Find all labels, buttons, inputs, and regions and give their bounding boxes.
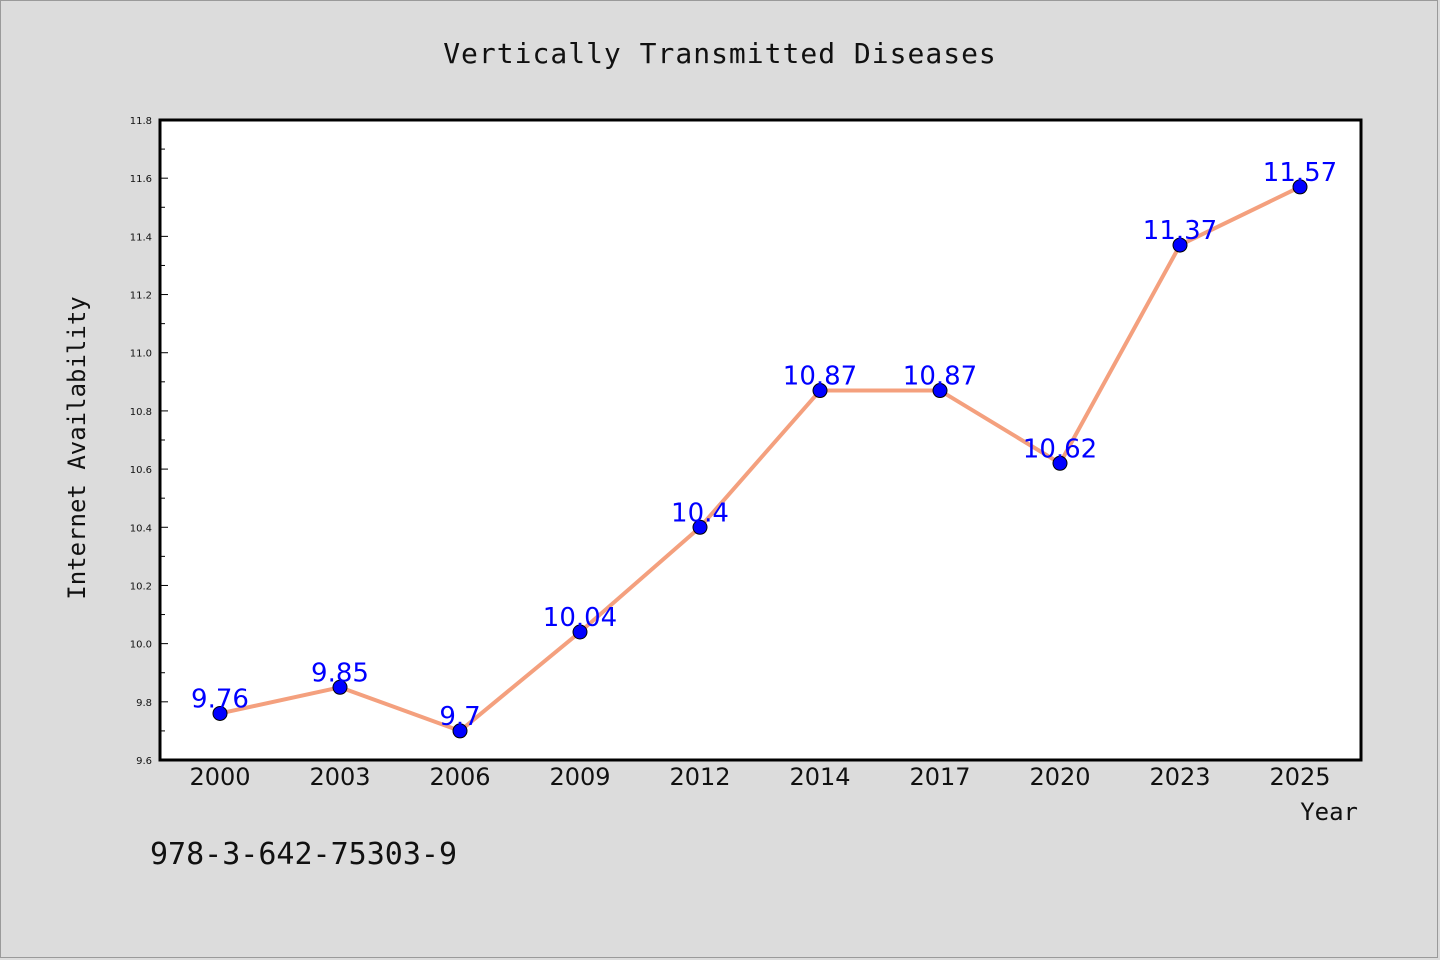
data-label: 11.57 — [1263, 158, 1337, 188]
y-tick-label: 11.2 — [130, 291, 152, 302]
data-point — [932, 383, 948, 399]
y-tick-label: 11.4 — [130, 232, 152, 243]
x-tick-label: 2017 — [909, 763, 970, 791]
plot-area — [158, 118, 1363, 762]
data-point — [692, 519, 708, 535]
data-label: 10.87 — [903, 362, 977, 392]
markers-group — [212, 179, 1308, 739]
y-tick-label: 10.4 — [130, 523, 152, 534]
y-tick-label: 10.8 — [130, 407, 152, 418]
data-point — [1172, 237, 1188, 253]
y-axis-label: Internet Availability — [63, 296, 91, 599]
data-point — [452, 723, 468, 739]
data-label: 9.76 — [191, 684, 249, 714]
data-point — [1292, 179, 1308, 195]
y-tick-label: 11.8 — [130, 116, 152, 127]
data-label: 10.62 — [1023, 434, 1097, 464]
data-label: 10.87 — [783, 362, 857, 392]
data-point — [332, 679, 348, 695]
y-tick-label: 9.8 — [136, 698, 152, 709]
y-tick-label: 10.2 — [130, 581, 152, 592]
x-tick-label: 2003 — [309, 763, 370, 791]
x-tick-label: 2020 — [1029, 763, 1090, 791]
data-label: 9.7 — [439, 702, 480, 732]
series-line — [219, 185, 1301, 733]
y-tick-label: 11.6 — [130, 174, 152, 185]
y-tick-label: 11.0 — [130, 349, 152, 360]
chart-title: Vertically Transmitted Diseases — [443, 37, 997, 70]
x-axis-label: Year — [1300, 798, 1358, 826]
y-tick-label: 10.0 — [130, 640, 152, 651]
x-tick-label: 2009 — [549, 763, 610, 791]
y-axis: 9.6 9.8 10.0 10.2 10.4 10.6 10.8 11.0 11.2 11.4 11… — [130, 116, 168, 767]
data-label: 11.37 — [1143, 216, 1217, 246]
x-tick-label: 2000 — [189, 763, 250, 791]
y-tick-label: 10.6 — [130, 465, 152, 476]
data-point — [572, 624, 588, 640]
x-tick-label: 2006 — [429, 763, 490, 791]
data-label: 10.04 — [543, 603, 617, 633]
x-axis: 2000 2003 2006 2009 2012 2014 2017 2020 2023 2025 — [189, 763, 1330, 791]
data-labels-group: 9.76 9.85 9.7 10.04 10.4 10.87 10.87 10.62 11.37… — [191, 158, 1337, 732]
isbn-annotation: 978-3-642-75303-9 — [150, 837, 457, 872]
x-tick-label: 2014 — [789, 763, 850, 791]
series-line-group — [219, 185, 1301, 733]
data-point — [812, 383, 828, 399]
x-tick-label: 2023 — [1149, 763, 1210, 791]
data-label: 9.85 — [311, 658, 369, 688]
y-tick-label: 9.6 — [136, 756, 152, 767]
x-tick-label: 2025 — [1269, 763, 1330, 791]
data-label: 10.4 — [671, 498, 729, 528]
data-point — [1052, 455, 1068, 471]
data-point — [212, 705, 228, 721]
x-tick-label: 2012 — [669, 763, 730, 791]
